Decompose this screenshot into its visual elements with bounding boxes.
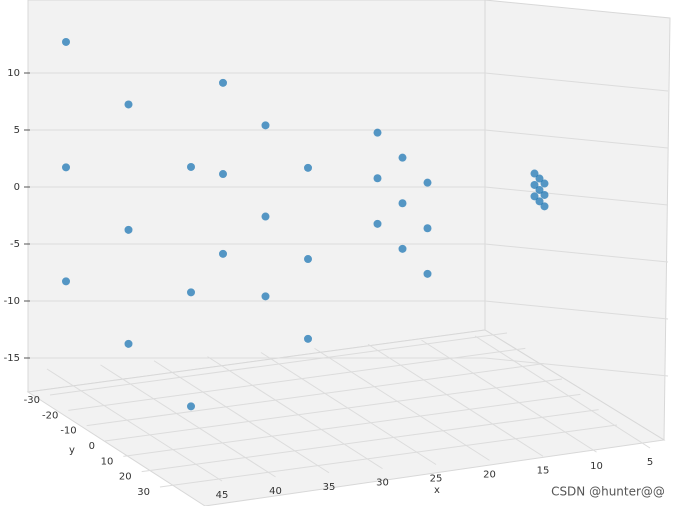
- point: [219, 249, 227, 258]
- point: [398, 199, 407, 208]
- grid-line: [141, 409, 599, 473]
- x-tick-label: 40: [269, 486, 282, 497]
- grid-line: [484, 243, 669, 263]
- point: [62, 163, 70, 172]
- point: [187, 288, 195, 297]
- grid-line: [260, 352, 437, 465]
- grid-line: [104, 378, 563, 442]
- z-tick-label: -15: [4, 353, 20, 364]
- y-tick-label: -30: [24, 395, 40, 406]
- point: [187, 402, 195, 411]
- y-axis-label: y: [69, 445, 75, 456]
- grid-line: [314, 347, 490, 461]
- point: [373, 174, 382, 183]
- point: [540, 202, 549, 211]
- point: [62, 277, 70, 286]
- point: [398, 244, 407, 253]
- grid-line: [484, 72, 669, 92]
- z-tick-label: 10: [7, 68, 20, 79]
- z-tick-label: 0: [14, 182, 20, 193]
- point: [535, 174, 544, 183]
- z-tick-label: -10: [4, 296, 20, 307]
- point: [530, 180, 539, 189]
- grid-line: [474, 335, 651, 449]
- x-tick-label: 10: [590, 461, 603, 472]
- grid-line: [100, 364, 276, 478]
- point: [373, 128, 382, 137]
- grid-line: [68, 347, 526, 411]
- grid-line: [153, 360, 330, 474]
- point: [530, 169, 539, 178]
- grid-line: [207, 356, 383, 470]
- point: [423, 224, 432, 233]
- point: [219, 170, 227, 179]
- point: [62, 37, 70, 46]
- point: [124, 339, 133, 348]
- watermark: CSDN @hunter@@: [551, 485, 665, 499]
- y-tick-label: -10: [60, 426, 76, 437]
- point: [124, 225, 133, 234]
- point: [261, 121, 270, 130]
- x-tick-label: 20: [483, 469, 496, 480]
- y-tick-label: 10: [101, 456, 114, 467]
- grid-line: [484, 129, 669, 149]
- grid-line: [421, 339, 597, 453]
- grid-line: [367, 343, 544, 457]
- point: [540, 190, 549, 199]
- x-tick-label: 30: [376, 478, 389, 489]
- x-tick-label: 15: [537, 465, 550, 476]
- y-tick-label: -20: [42, 410, 58, 421]
- grid-line: [159, 424, 618, 488]
- point: [187, 162, 195, 171]
- point: [535, 185, 544, 194]
- point: [304, 334, 312, 343]
- grid-line: [86, 363, 544, 427]
- back-left-pane: [27, 0, 486, 393]
- point: [124, 100, 133, 109]
- x-tick-label: 35: [323, 482, 336, 493]
- point: [540, 179, 549, 188]
- floor-pane: [26, 329, 666, 506]
- grid-line: [484, 186, 669, 206]
- point: [423, 269, 432, 278]
- point: [530, 192, 539, 201]
- grid-line: [484, 300, 669, 320]
- point: [304, 163, 312, 172]
- point: [373, 219, 382, 228]
- point: [398, 153, 407, 162]
- grid-line: [484, 357, 669, 377]
- y-tick-label: 0: [89, 441, 95, 452]
- z-tick-label: -5: [10, 239, 20, 250]
- point: [304, 255, 312, 264]
- z-tick-label: 5: [14, 125, 20, 136]
- x-tick-label: 25: [430, 474, 443, 485]
- point: [423, 178, 432, 187]
- point: [261, 292, 270, 301]
- point: [535, 197, 544, 206]
- grid-line: [123, 393, 581, 457]
- x-tick-label: 5: [647, 457, 653, 468]
- y-tick-label: 30: [137, 487, 150, 498]
- grid-line: [46, 368, 223, 482]
- x-tick-label: 45: [216, 490, 229, 501]
- x-axis-label: x: [434, 485, 440, 496]
- y-tick-label: 20: [119, 472, 132, 483]
- point: [261, 212, 270, 221]
- point: [219, 78, 227, 87]
